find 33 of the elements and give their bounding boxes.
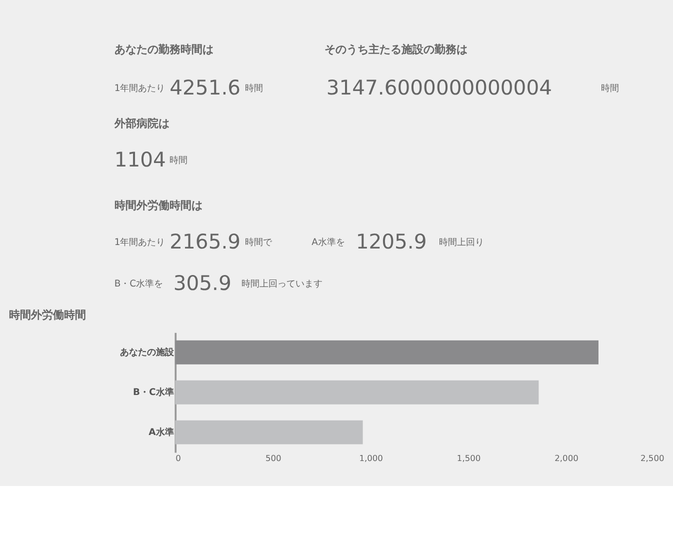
y-tick-label: あなたの施設 [120, 347, 175, 358]
text: そのうち主たる施設の勤務は [324, 43, 468, 56]
x-tick-label: 2,000 [554, 453, 578, 464]
x-tick-label: 1,500 [456, 453, 481, 464]
text: 時間外労働時間は [114, 198, 202, 212]
x-tick-label: 1,000 [359, 453, 383, 464]
text: 1104 [114, 147, 166, 172]
text: 2165.9 [170, 230, 241, 254]
text: A水準を [312, 236, 345, 248]
text: 時間 [245, 82, 264, 94]
text: 1年間あたり [114, 236, 166, 248]
text: 4251.6 [170, 76, 241, 100]
text: 時間 [170, 154, 188, 166]
x-tick-label: 500 [265, 453, 282, 464]
text: 時間外労働時間 [9, 308, 86, 322]
text: 時間上回り [438, 236, 484, 248]
x-tick-label: 2,500 [640, 453, 664, 464]
text: B・C水準を [114, 278, 164, 290]
y-tick-label: A水準 [148, 427, 174, 438]
text: 時間 [601, 82, 620, 94]
text: 305.9 [173, 271, 232, 296]
bar [175, 380, 539, 404]
text: あなたの勤務時間は [114, 43, 214, 56]
bar [175, 420, 363, 444]
bar [175, 340, 598, 364]
text: 時間上回っています [242, 278, 323, 290]
x-tick-label: 0 [176, 453, 181, 464]
text: 時間で [245, 236, 274, 248]
text: 1205.9 [356, 230, 427, 254]
text: 外部病院は [113, 116, 170, 130]
y-tick-label: B・C水準 [133, 387, 174, 398]
text: 1年間あたり [114, 82, 166, 94]
text: 3147.6000000000004 [326, 76, 552, 100]
